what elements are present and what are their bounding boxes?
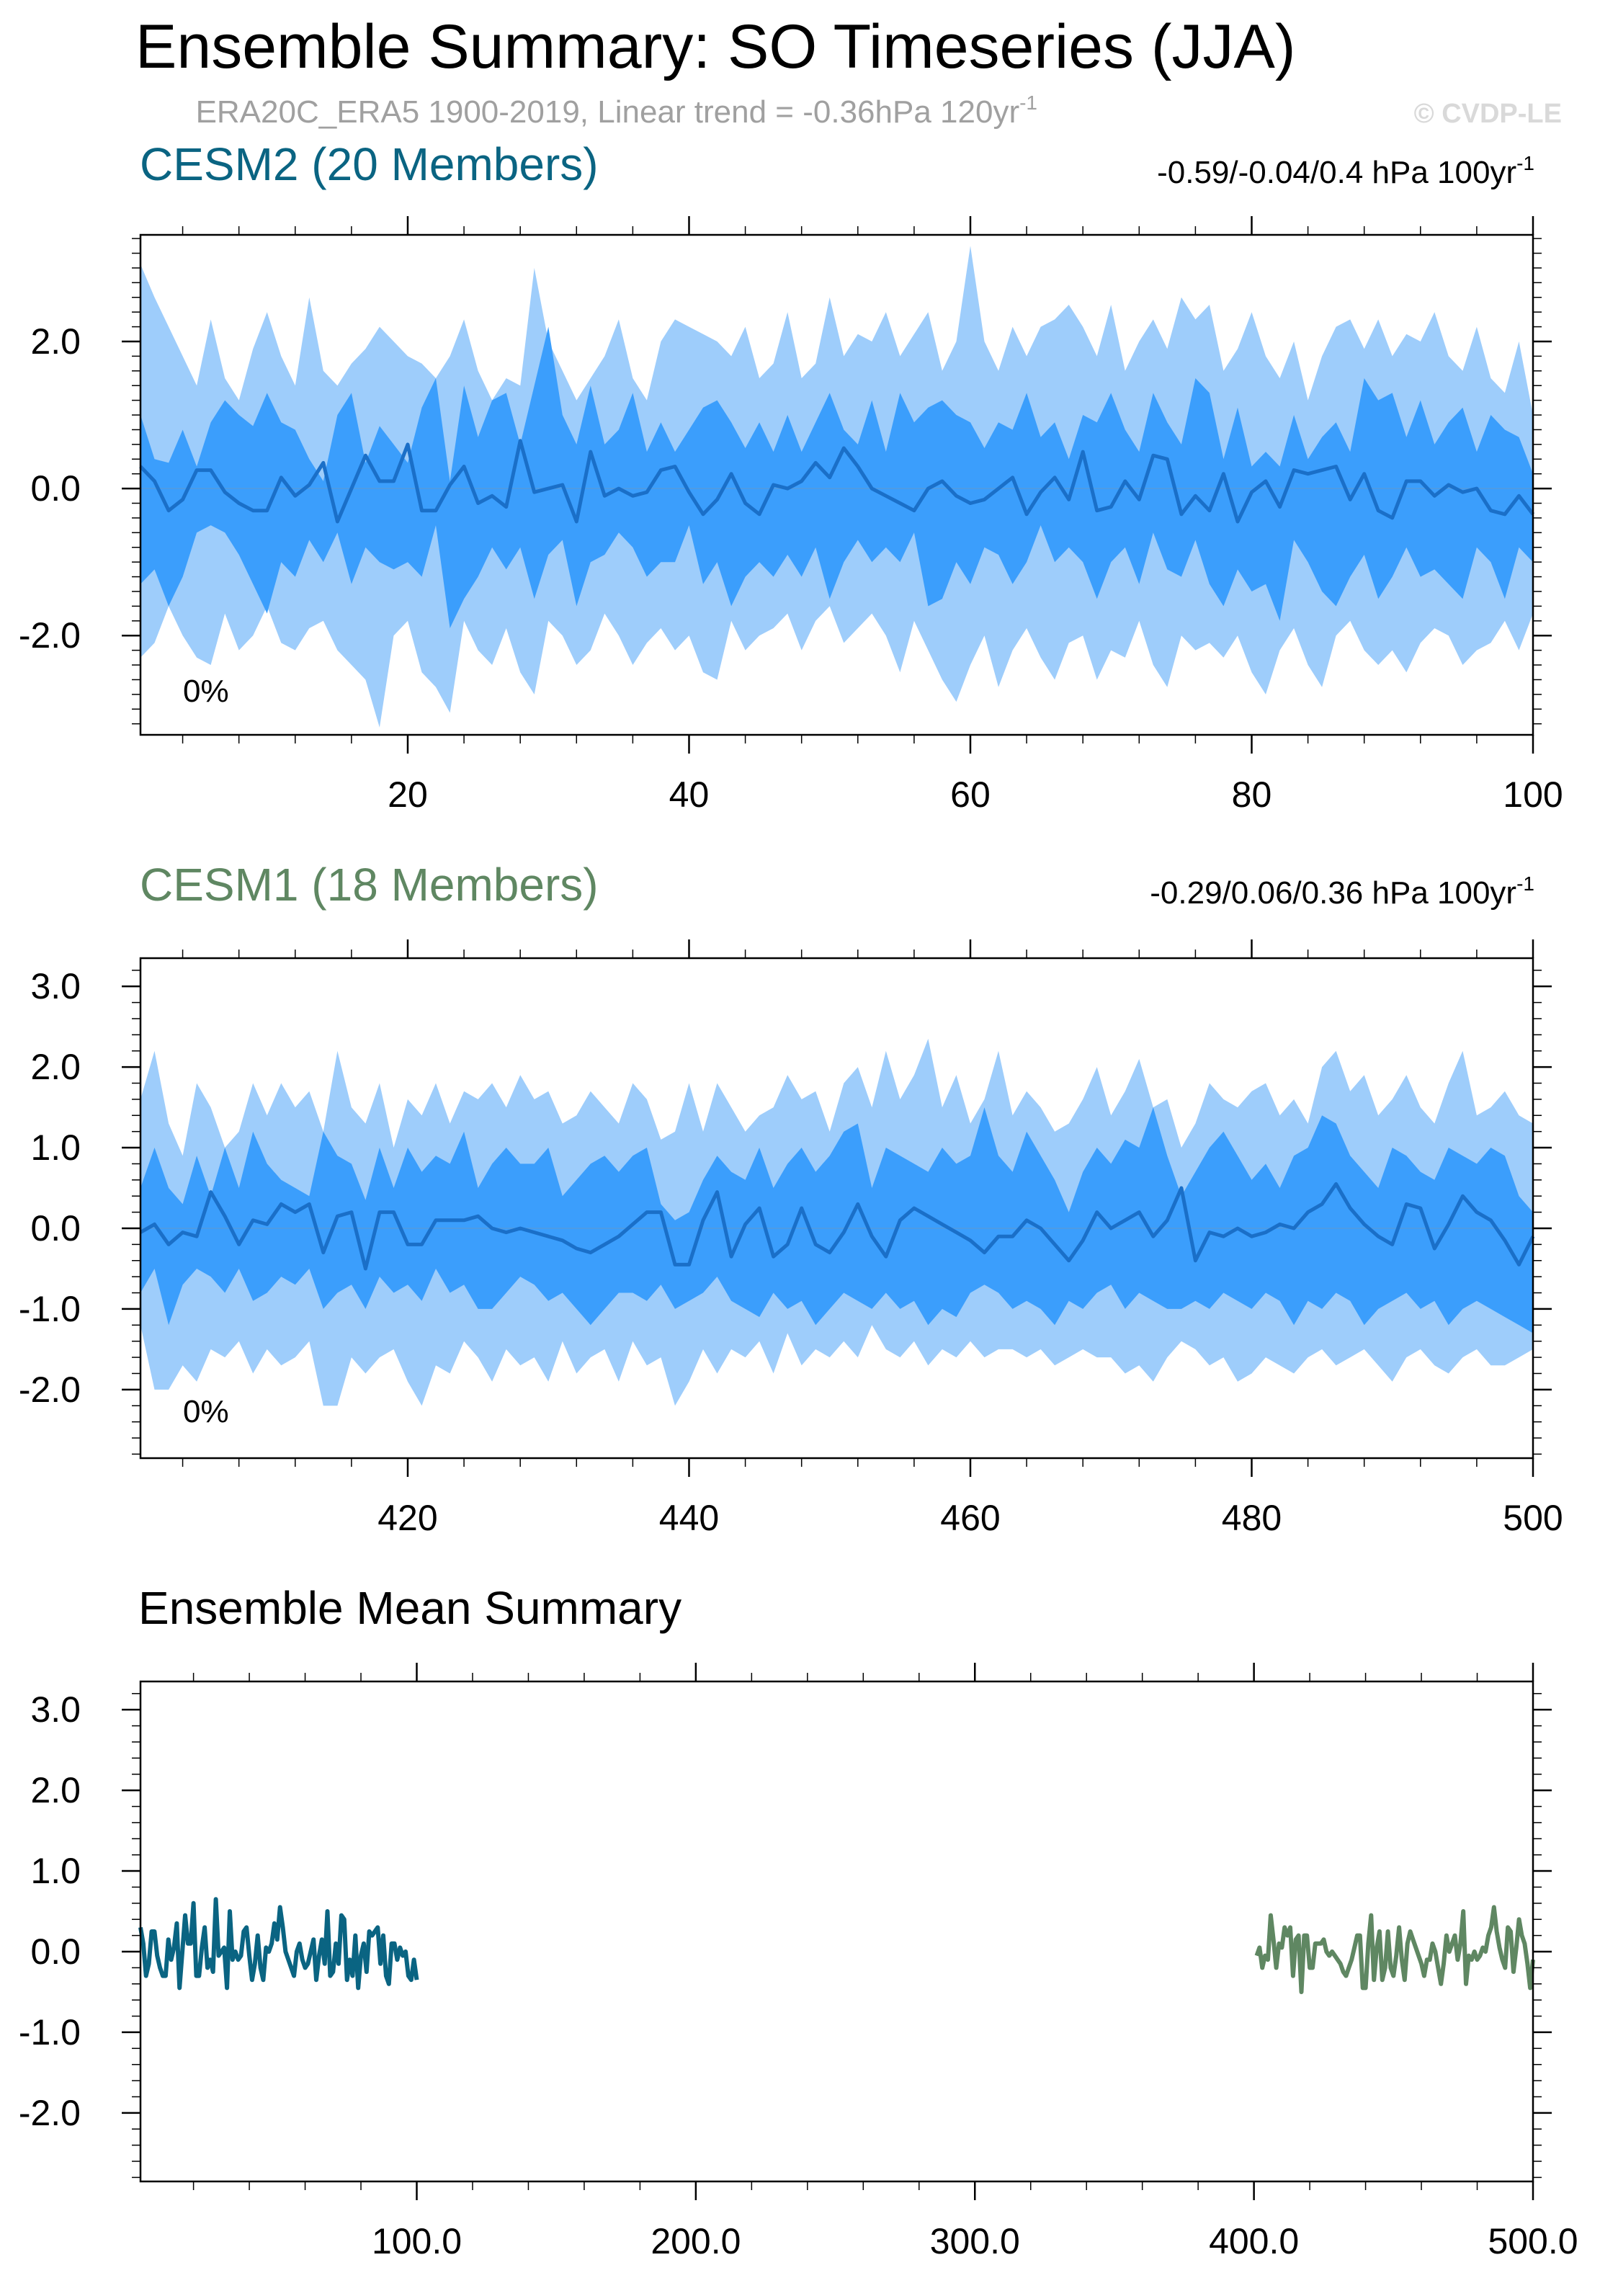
- panel-cesm1-trend-text: -0.29/0.06/0.36 hPa 100yr: [1150, 875, 1516, 911]
- ensemble-mean-line: [139, 439, 1534, 524]
- x-tick-label: 440: [659, 1498, 719, 1538]
- y-tick-label: 2.0: [30, 321, 81, 362]
- series-line-1: [1254, 1905, 1535, 1994]
- inner-band: [140, 326, 1533, 628]
- x-tick-label: 100: [1503, 774, 1563, 815]
- panel-cesm2-percent: 0%: [183, 674, 229, 709]
- panel-ensemble-mean-frame: [139, 1680, 1534, 2183]
- x-tick-label: 60: [950, 774, 991, 815]
- panel-cesm2-trend-text: -0.59/-0.04/0.4 hPa 100yr: [1157, 155, 1516, 190]
- y-tick-label: -1.0: [19, 1289, 81, 1329]
- panel-cesm1-plot: 420 440 460 480 500 -2.0 -1.0 0.0 1.0 2.0 3.0: [19, 939, 1563, 1538]
- panel-cesm1-title: CESM1 (18 Members): [140, 859, 599, 911]
- panel-cesm2: CESM2 (20 Members) -0.59/-0.04/0.4 hPa 1…: [19, 138, 1563, 815]
- ensemble-mean-line: [139, 1181, 1535, 1271]
- panel-cesm1-frame: [139, 957, 1534, 1460]
- y-tick-label: -2.0: [19, 615, 81, 656]
- panel-cesm2-plot: 20 40 60 80 100 -2.0 0.0 2.0: [19, 216, 1563, 815]
- figure-subtitle: ERA20C_ERA5 1900-2019, Linear trend = -0…: [196, 91, 1037, 130]
- x-tick-label: 480: [1222, 1498, 1282, 1538]
- panel-cesm2-trend-sup: -1: [1516, 152, 1534, 174]
- x-tick-label: 80: [1232, 774, 1272, 815]
- x-tick-label: 500.0: [1488, 2221, 1578, 2261]
- y-tick-label: 3.0: [30, 966, 81, 1006]
- x-tick-label: 200.0: [651, 2221, 741, 2261]
- panel-cesm2-trend: -0.59/-0.04/0.4 hPa 100yr-1: [1157, 152, 1534, 190]
- panel-ensemble-mean-title: Ensemble Mean Summary: [138, 1582, 681, 1634]
- y-tick-label: 1.0: [30, 1127, 81, 1168]
- y-tick-label: 0.0: [30, 1931, 81, 1972]
- x-tick-label: 40: [669, 774, 710, 815]
- series-line-0: [138, 1897, 419, 1991]
- panel-cesm1: CESM1 (18 Members) -0.29/0.06/0.36 hPa 1…: [19, 859, 1563, 1538]
- figure-subtitle-sup: -1: [1019, 91, 1037, 114]
- figure-subtitle-text: ERA20C_ERA5 1900-2019, Linear trend = -0…: [196, 94, 1020, 130]
- y-tick-label: 2.0: [30, 1770, 81, 1810]
- x-tick-label: 100.0: [372, 2221, 462, 2261]
- panel-cesm1-percent: 0%: [183, 1394, 229, 1429]
- panel-cesm2-frame: [139, 233, 1534, 736]
- panel-cesm1-trend-sup: -1: [1516, 872, 1534, 895]
- y-tick-label: 0.0: [30, 468, 81, 509]
- figure-title: Ensemble Summary: SO Timeseries (JJA): [135, 12, 1295, 81]
- x-tick-label: 460: [940, 1498, 1000, 1538]
- inner-band: [140, 1107, 1533, 1334]
- panel-cesm1-trend: -0.29/0.06/0.36 hPa 100yr-1: [1150, 872, 1534, 911]
- x-tick-label: 20: [388, 774, 428, 815]
- panel-cesm2-title: CESM2 (20 Members): [140, 138, 599, 190]
- y-tick-label: 2.0: [30, 1047, 81, 1087]
- y-tick-label: 3.0: [30, 1689, 81, 1730]
- copyright-text: © CVDP-LE: [1414, 99, 1562, 129]
- panel-ensemble-mean: Ensemble Mean Summary 100.0 200.0 300.0 400…: [19, 1582, 1578, 2261]
- y-tick-label: 1.0: [30, 1851, 81, 1891]
- y-tick-label: -2.0: [19, 1370, 81, 1410]
- y-tick-label: -2.0: [19, 2093, 81, 2133]
- x-tick-label: 500: [1503, 1498, 1563, 1538]
- y-tick-label: 0.0: [30, 1208, 81, 1248]
- y-tick-label: -1.0: [19, 2012, 81, 2052]
- x-tick-label: 400.0: [1209, 2221, 1299, 2261]
- x-tick-label: 420: [377, 1498, 437, 1538]
- x-tick-label: 300.0: [930, 2221, 1020, 2261]
- panel-ensemble-mean-plot: 100.0 200.0 300.0 400.0 500.0 -2.0 -1.0 0.0 1.0 2…: [19, 1663, 1578, 2261]
